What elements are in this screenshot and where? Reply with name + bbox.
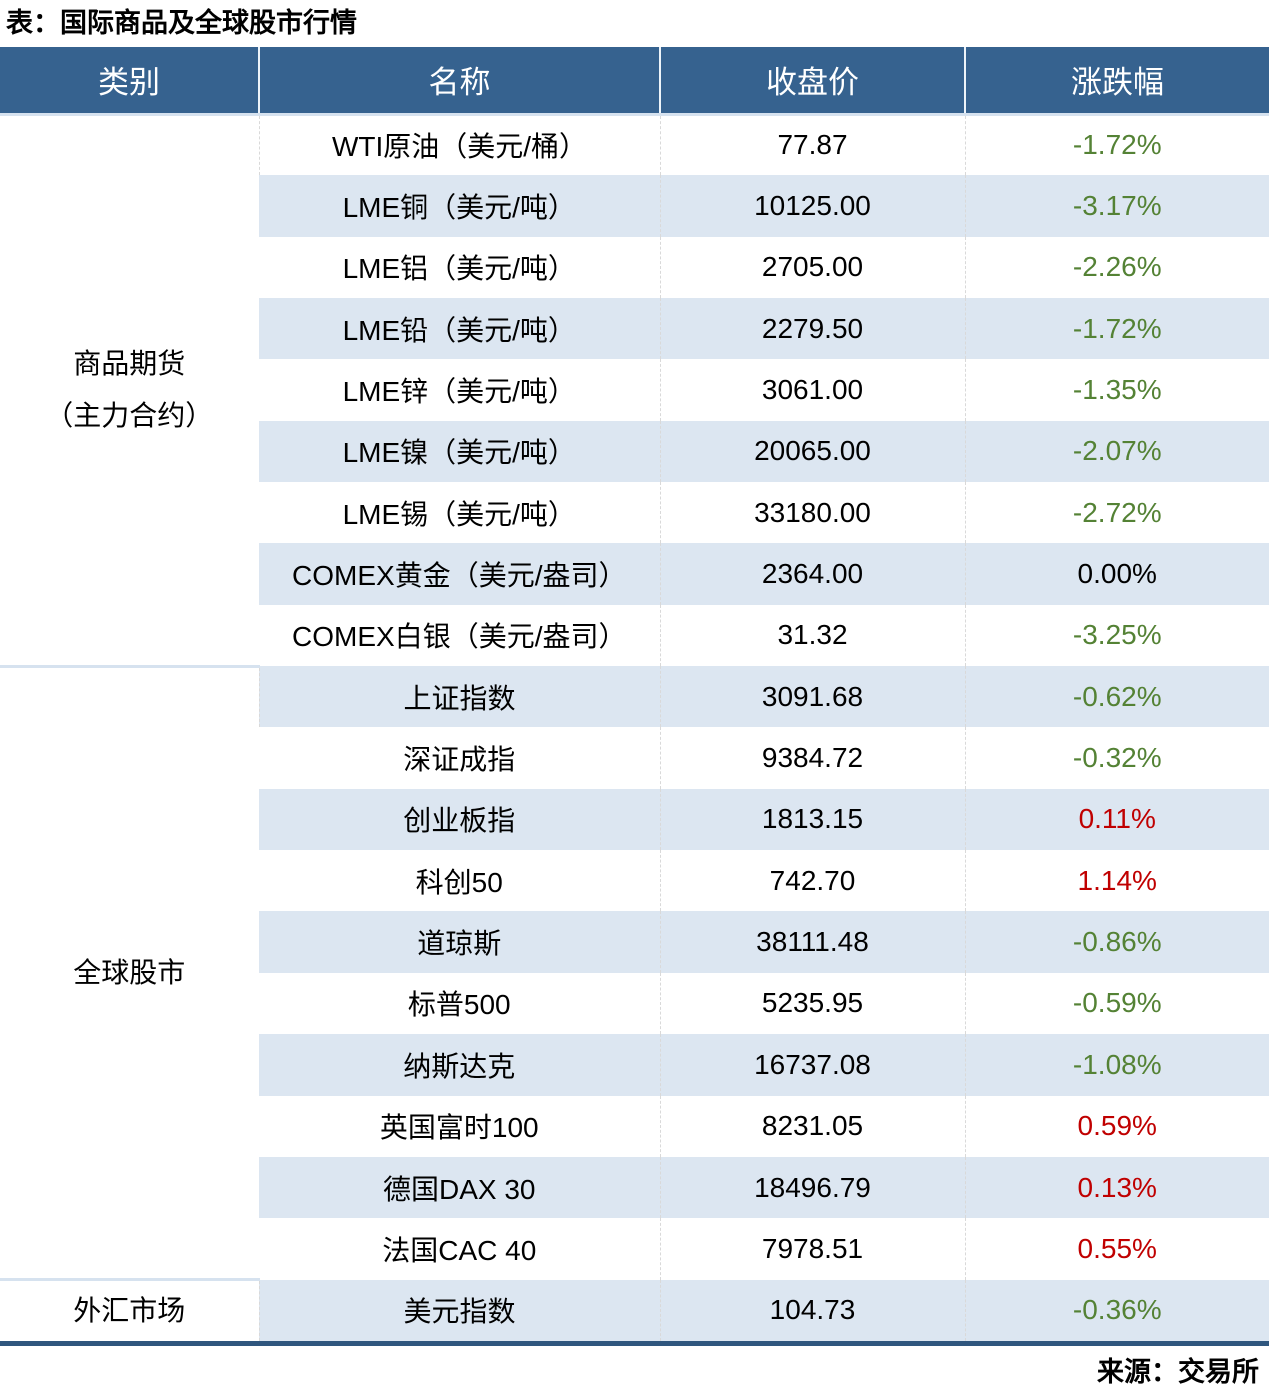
column-header-close: 收盘价 bbox=[659, 47, 965, 116]
close-price: 31.32 bbox=[659, 604, 965, 667]
close-price: 38111.48 bbox=[659, 911, 965, 973]
change-percent: -1.72% bbox=[964, 114, 1269, 176]
instrument-name: 科创50 bbox=[415, 866, 503, 898]
change-percent: -0.86% bbox=[964, 911, 1269, 973]
category-cell-forex: 外汇市场 bbox=[0, 1278, 259, 1341]
change-percent: -0.59% bbox=[964, 972, 1269, 1035]
table-row: 英国富时100 8231.05 0.59% bbox=[0, 1095, 1269, 1157]
instrument-name: LME锡（美元/吨） bbox=[342, 498, 576, 530]
close-price: 2279.50 bbox=[659, 298, 965, 360]
table-row: 外汇市场 美元指数 104.73 -0.36% bbox=[0, 1278, 1269, 1341]
close-price: 7978.51 bbox=[659, 1218, 965, 1280]
instrument-name: LME镍（美元/吨） bbox=[259, 420, 660, 483]
header-row: 类别 名称 收盘价 涨跌幅 bbox=[0, 47, 1269, 116]
close-price: 8231.05 bbox=[659, 1095, 965, 1157]
instrument-name: 创业板指 bbox=[259, 788, 660, 851]
instrument-name: 道琼斯 bbox=[259, 911, 660, 973]
change-percent: -3.17% bbox=[964, 175, 1269, 237]
page-title: 表：国际商品及全球股市行情 bbox=[6, 8, 357, 38]
source-note: 来源：交易所 bbox=[1097, 1357, 1259, 1387]
close-price: 1813.15 bbox=[659, 788, 965, 851]
close-price: 77.87 bbox=[659, 114, 965, 176]
column-header-name: 名称 bbox=[258, 47, 660, 116]
instrument-name: LME铅（美元/吨） bbox=[259, 298, 660, 360]
change-percent: -0.36% bbox=[964, 1279, 1269, 1341]
table-row: LME铅（美元/吨） 2279.50 -1.72% bbox=[0, 298, 1269, 360]
change-percent: 0.13% bbox=[964, 1156, 1269, 1219]
instrument-name: 标普500 bbox=[407, 989, 511, 1021]
change-percent: -1.35% bbox=[964, 359, 1269, 421]
instrument-name: WTI原油（美元/桶） bbox=[258, 114, 660, 176]
close-price: 742.70 bbox=[659, 850, 965, 912]
close-price: 9384.72 bbox=[659, 727, 965, 789]
instrument-name: COMEX黄金（美元/盎司） bbox=[259, 543, 660, 605]
change-percent: -2.72% bbox=[964, 482, 1269, 544]
instrument-name: COMEX白银（美元/盎司） bbox=[292, 621, 627, 653]
table-row: 创业板指 1813.15 0.11% bbox=[0, 788, 1269, 851]
table-row: COMEX白银（美元/盎司） 31.32 -3.25% bbox=[0, 604, 1269, 667]
column-header-change: 涨跌幅 bbox=[964, 47, 1269, 116]
instrument-name: LME锌（美元/吨） bbox=[342, 376, 576, 408]
change-percent: 0.11% bbox=[964, 788, 1269, 851]
close-price: 18496.79 bbox=[659, 1156, 965, 1219]
table-row: LME铝（美元/吨） 2705.00 -2.26% bbox=[0, 236, 1269, 299]
instrument-name: 德国DAX 30 bbox=[259, 1156, 660, 1219]
close-price: 3061.00 bbox=[659, 359, 965, 421]
table-row: 全球股市 上证指数 3091.68 -0.62% bbox=[0, 664, 1269, 1280]
table-row: 德国DAX 30 18496.79 0.13% bbox=[0, 1156, 1269, 1219]
table-row: 道琼斯 38111.48 -0.86% bbox=[0, 911, 1269, 973]
table-row: 深证成指 9384.72 -0.32% bbox=[0, 727, 1269, 789]
instrument-name: LME铝（美元/吨） bbox=[342, 253, 576, 285]
change-percent: -1.08% bbox=[964, 1034, 1269, 1096]
close-price: 20065.00 bbox=[659, 420, 965, 483]
table-row: 科创50 742.70 1.14% bbox=[0, 850, 1269, 912]
category-cell-global-stocks: 全球股市 bbox=[0, 664, 259, 1280]
change-percent: -2.07% bbox=[964, 420, 1269, 483]
instrument-name: 纳斯达克 bbox=[259, 1034, 660, 1096]
market-data-table: 类别 名称 收盘价 涨跌幅 商品期货 （主力合约） WTI原油（美元/桶） 77… bbox=[0, 47, 1269, 1341]
instrument-name: 法国CAC 40 bbox=[382, 1234, 537, 1266]
change-percent: -1.72% bbox=[964, 298, 1269, 360]
close-price: 10125.00 bbox=[659, 175, 965, 237]
close-price: 2364.00 bbox=[659, 543, 965, 605]
close-price: 3091.68 bbox=[659, 666, 965, 728]
instrument-name: 美元指数 bbox=[258, 1279, 660, 1341]
table-bottom-rule bbox=[0, 1341, 1269, 1346]
close-price: 5235.95 bbox=[659, 972, 965, 1035]
table-row: LME锌（美元/吨） 3061.00 -1.35% bbox=[0, 359, 1269, 421]
table-row: LME铜（美元/吨） 10125.00 -3.17% bbox=[0, 175, 1269, 237]
table-row: COMEX黄金（美元/盎司） 2364.00 0.00% bbox=[0, 543, 1269, 605]
close-price: 33180.00 bbox=[659, 482, 965, 544]
change-percent: -3.25% bbox=[964, 604, 1269, 667]
instrument-name: LME铜（美元/吨） bbox=[259, 175, 660, 237]
table-row: 纳斯达克 16737.08 -1.08% bbox=[0, 1034, 1269, 1096]
column-header-category: 类别 bbox=[0, 47, 259, 116]
change-percent: 0.55% bbox=[964, 1218, 1269, 1280]
instrument-name: 上证指数 bbox=[258, 666, 660, 728]
close-price: 16737.08 bbox=[659, 1034, 965, 1096]
change-percent: 1.14% bbox=[964, 850, 1269, 912]
table-row: LME镍（美元/吨） 20065.00 -2.07% bbox=[0, 420, 1269, 483]
change-percent: -0.32% bbox=[964, 727, 1269, 789]
change-percent: 0.00% bbox=[964, 543, 1269, 605]
instrument-name: 英国富时100 bbox=[379, 1112, 539, 1144]
change-percent: -0.62% bbox=[964, 666, 1269, 728]
table-row: LME锡（美元/吨） 33180.00 -2.72% bbox=[0, 482, 1269, 544]
close-price: 2705.00 bbox=[659, 236, 965, 299]
table-row: 商品期货 （主力合约） WTI原油（美元/桶） 77.87 -1.72% bbox=[0, 114, 1269, 667]
instrument-name: 深证成指 bbox=[403, 744, 516, 776]
change-percent: -2.26% bbox=[964, 236, 1269, 299]
close-price: 104.73 bbox=[659, 1279, 965, 1341]
table-row: 标普500 5235.95 -0.59% bbox=[0, 972, 1269, 1035]
table-row: 法国CAC 40 7978.51 0.55% bbox=[0, 1218, 1269, 1280]
change-percent: 0.59% bbox=[964, 1095, 1269, 1157]
category-cell-commodity-futures: 商品期货 （主力合约） bbox=[0, 114, 259, 667]
